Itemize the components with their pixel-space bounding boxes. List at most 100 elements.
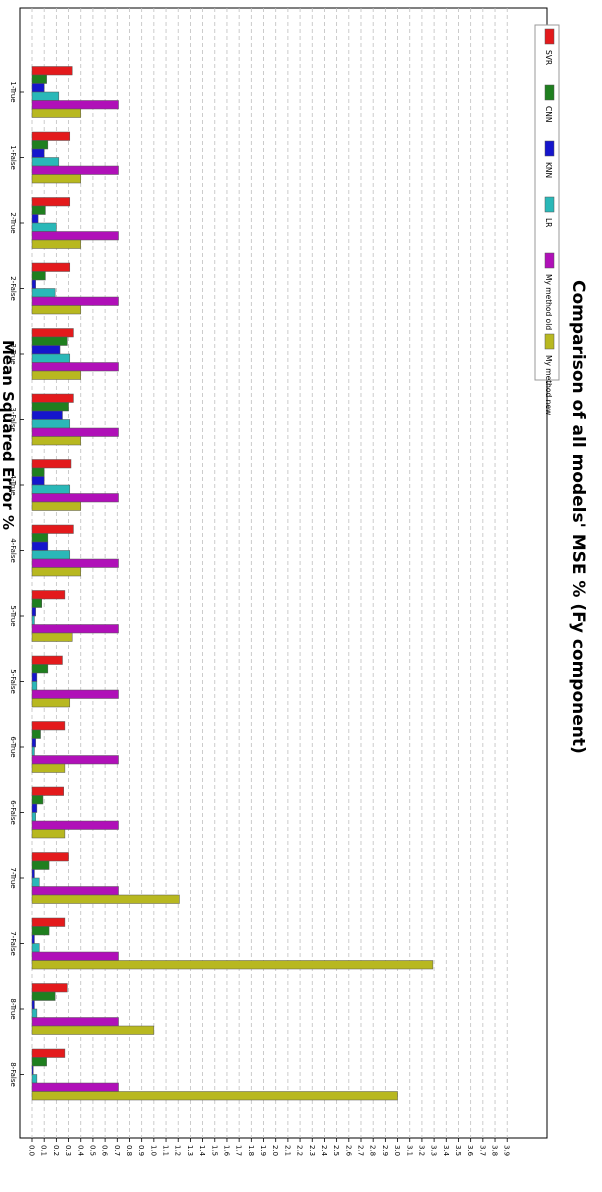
legend-label: LR — [544, 218, 553, 227]
category-tick-label: 1-True — [9, 81, 17, 102]
value-tick-label: 2.9 — [381, 1145, 389, 1156]
legend-label: KNN — [544, 162, 553, 178]
bar — [31, 1091, 398, 1101]
value-tick-label: 3.1 — [405, 1145, 413, 1156]
bar — [31, 698, 71, 708]
bar — [31, 1048, 66, 1058]
bar — [31, 345, 61, 355]
bar — [31, 222, 57, 232]
category-tick-label: 1-False — [9, 145, 17, 170]
bar — [31, 336, 68, 346]
category-tick-label: 5-True — [9, 605, 17, 626]
bar — [31, 66, 73, 76]
bar — [31, 820, 119, 830]
series-5 — [31, 108, 434, 1101]
bar — [31, 803, 38, 813]
value-tick-label: 1.9 — [259, 1145, 267, 1156]
tick-layer: 0.0 0.1 0.2 0.3 0.4 0.5 0.6 0.7 0.8 0.9 1.0 1.1 1.2 1… — [9, 81, 511, 1156]
legend-swatch — [544, 140, 555, 157]
bar — [31, 983, 68, 993]
legend-swatch — [544, 333, 555, 350]
category-tick-label: 4-True — [9, 474, 17, 495]
bar — [31, 926, 50, 936]
bar — [31, 934, 35, 944]
bar — [31, 632, 73, 642]
bar — [31, 1057, 47, 1067]
bar — [31, 1017, 119, 1027]
value-tick-label: 0.3 — [64, 1145, 72, 1156]
bar — [31, 951, 119, 961]
bar — [31, 362, 119, 372]
bar — [31, 74, 47, 84]
bar — [31, 288, 56, 298]
bar — [31, 467, 45, 477]
chart-rotated-group: 0.0 0.1 0.2 0.3 0.4 0.5 0.6 0.7 0.8 0.9 1.0 1.1 1.2 1… — [0, 7, 588, 1157]
bar — [31, 567, 81, 577]
bar — [31, 869, 35, 879]
bar — [31, 165, 119, 175]
bar — [31, 755, 119, 765]
category-tick-label: 7-True — [9, 867, 17, 888]
bar — [31, 672, 38, 682]
value-tick-label: 1.2 — [174, 1145, 182, 1156]
series-0 — [31, 66, 74, 1058]
bar — [31, 279, 36, 289]
value-tick-label: 0.2 — [52, 1145, 60, 1156]
category-tick-label: 8-True — [9, 998, 17, 1019]
value-tick-label: 1.1 — [162, 1145, 170, 1156]
bar — [31, 174, 81, 184]
series-2 — [31, 83, 63, 1075]
legend-swatch — [544, 252, 555, 269]
bar — [31, 427, 119, 437]
bar — [31, 476, 45, 486]
value-tick-label: 0.1 — [40, 1145, 48, 1156]
bar — [31, 1025, 155, 1035]
value-tick-label: 0.7 — [113, 1145, 121, 1156]
value-tick-label: 3.9 — [503, 1145, 511, 1156]
bar — [31, 239, 81, 249]
grid-lines — [31, 8, 508, 1138]
value-tick-label: 2.6 — [344, 1145, 352, 1157]
bar — [31, 991, 56, 1001]
legend: SVR CNN KNN LR My method old My method new — [534, 24, 560, 415]
category-tick-label: 2-True — [9, 212, 17, 233]
bar — [31, 689, 119, 699]
value-tick-label: 1.6 — [222, 1145, 230, 1157]
bar — [31, 370, 81, 380]
bar — [31, 214, 39, 224]
category-tick-label: 8-False — [9, 1062, 17, 1087]
value-tick-label: 0.6 — [101, 1145, 109, 1157]
bar — [31, 729, 41, 739]
bar — [31, 795, 44, 805]
value-tick-label: 3.3 — [430, 1145, 438, 1156]
value-tick-label: 1.4 — [198, 1145, 206, 1157]
bar — [31, 493, 119, 503]
bar — [31, 410, 63, 420]
value-tick-label: 2.8 — [369, 1145, 377, 1156]
category-tick-label: 6-True — [9, 736, 17, 757]
category-tick-label: 3-False — [9, 407, 17, 432]
bar — [31, 721, 66, 731]
bar — [31, 960, 434, 970]
value-tick-label: 0.5 — [88, 1145, 96, 1156]
series-4 — [31, 100, 119, 1092]
value-tick-label: 1.7 — [235, 1145, 243, 1156]
category-tick-label: 7-False — [9, 931, 17, 956]
bar — [31, 131, 71, 141]
legend-swatch — [544, 84, 555, 101]
value-tick-label: 2.0 — [271, 1145, 279, 1156]
value-tick-label: 2.7 — [356, 1145, 364, 1156]
bar — [31, 1000, 35, 1010]
legend-swatch — [544, 28, 555, 45]
category-tick-label: 3-True — [9, 343, 17, 364]
value-tick-label: 0.8 — [125, 1145, 133, 1156]
value-tick-label: 3.6 — [466, 1145, 474, 1157]
category-tick-label: 4-False — [9, 538, 17, 563]
legend-label: My method old — [544, 274, 553, 330]
bar — [31, 1074, 38, 1084]
bar — [31, 860, 50, 870]
chart-title: Comparison of all models' MSE % (Fy comp… — [568, 280, 588, 754]
bar — [31, 829, 66, 839]
value-tick-label: 2.4 — [320, 1145, 328, 1157]
